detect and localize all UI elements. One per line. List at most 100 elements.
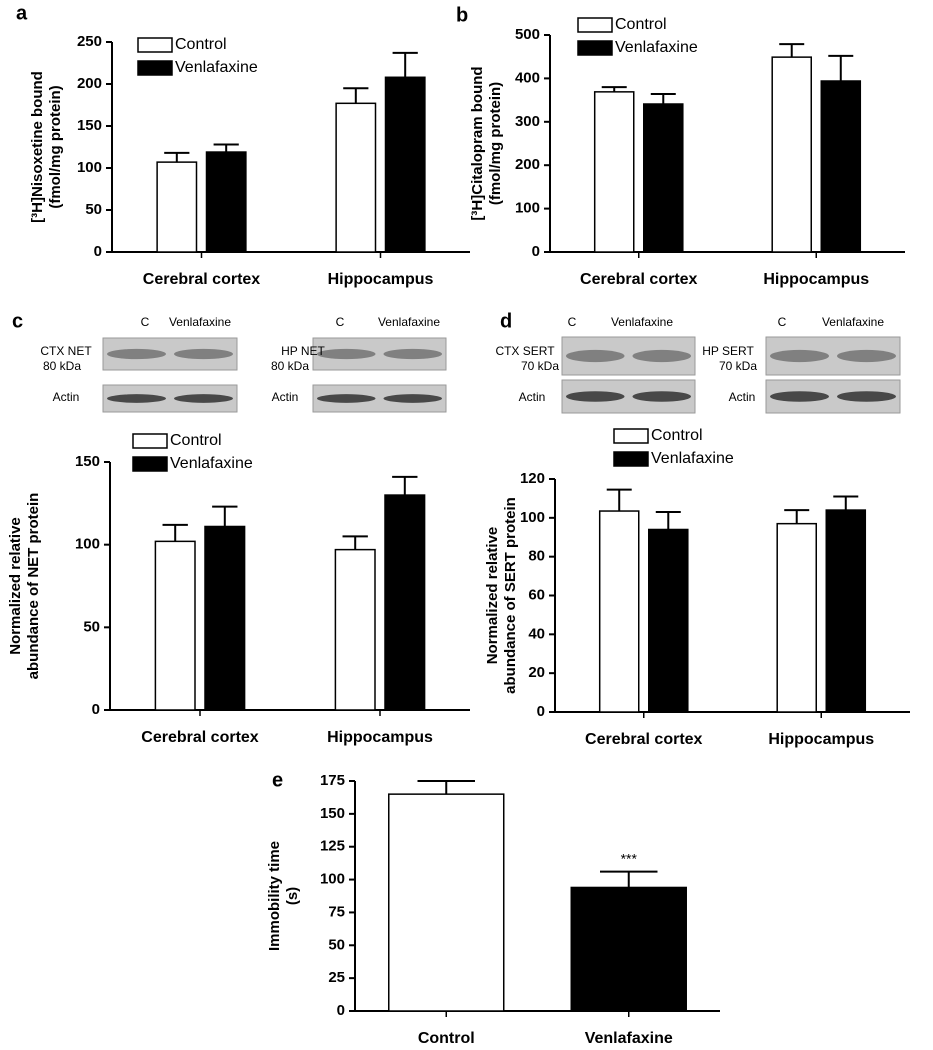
y-tick-label: 200: [515, 156, 540, 173]
error-bar: [392, 475, 418, 496]
protein-label: 70 kDa: [719, 359, 757, 373]
y-axis-label: (s): [284, 887, 301, 905]
y-axis-label: (fmol/mg protein): [487, 82, 504, 205]
y-tick-label: 100: [77, 159, 102, 176]
legend-label: Control: [170, 432, 222, 449]
blot-band: [837, 349, 896, 363]
y-tick-label: 75: [328, 903, 345, 920]
y-axis-label: (fmol/mg protein): [47, 85, 64, 208]
y-tick-label: 0: [92, 701, 100, 718]
panel-label: a: [16, 2, 28, 24]
y-tick-label: 100: [320, 871, 345, 888]
blot-band: [565, 349, 625, 363]
legend-label: Venlafaxine: [170, 455, 253, 472]
y-tick-label: 125: [320, 838, 345, 855]
legend-label: Venlafaxine: [175, 59, 258, 76]
bar: [154, 540, 196, 711]
legend-swatch: [132, 433, 168, 449]
blot-band: [383, 394, 443, 403]
panel-label: b: [456, 4, 468, 26]
y-tick-label: 50: [328, 936, 345, 953]
y-tick-label: 500: [515, 26, 540, 43]
error-bar: [828, 54, 854, 82]
x-tick-label: Hippocampus: [328, 271, 434, 288]
y-tick-label: 175: [320, 772, 345, 789]
loading-label: Actin: [519, 390, 546, 404]
legend-swatch: [137, 60, 173, 76]
blot-image: [102, 337, 238, 371]
y-tick-label: 100: [515, 200, 540, 217]
bar: [820, 80, 862, 253]
legend-label: Control: [175, 36, 227, 53]
error-bar: [600, 870, 658, 888]
error-bar: [162, 523, 188, 542]
x-tick-label: Cerebral cortex: [143, 271, 260, 288]
lane-label: C: [568, 315, 577, 329]
legend-label: Control: [651, 427, 703, 444]
y-tick-label: 100: [75, 536, 100, 553]
y-tick-label: 0: [537, 703, 545, 720]
blot-band: [632, 349, 692, 363]
legend-swatch: [613, 428, 649, 444]
y-tick-label: 0: [94, 243, 102, 260]
legend-swatch: [577, 40, 613, 56]
blot-band: [837, 391, 896, 402]
bar: [570, 886, 687, 1012]
annotation: ***: [621, 850, 638, 866]
error-bar: [213, 143, 239, 153]
bar: [643, 103, 684, 253]
protein-label: CTX NET: [40, 344, 92, 358]
y-tick-label: 50: [85, 201, 102, 218]
legend-swatch: [577, 17, 613, 33]
x-tick-label: Control: [418, 1030, 475, 1047]
legend-swatch: [132, 456, 168, 472]
bar: [205, 151, 247, 253]
error-bar: [650, 93, 676, 105]
blot-band: [107, 394, 166, 403]
y-axis-label: [³H]Citalopram bound: [469, 66, 486, 220]
bar: [648, 528, 689, 713]
x-tick-label: Hippocampus: [327, 729, 433, 746]
legend-label: Venlafaxine: [651, 450, 734, 467]
protein-label: 70 kDa: [521, 359, 559, 373]
error-bar: [342, 535, 368, 550]
error-bar: [601, 86, 627, 92]
x-tick-label: Cerebral cortex: [141, 729, 258, 746]
y-tick-label: 250: [77, 33, 102, 50]
x-tick-label: Cerebral cortex: [580, 271, 697, 288]
bar: [334, 548, 376, 711]
bar: [776, 522, 818, 713]
error-bar: [655, 511, 681, 530]
blot-band: [107, 348, 166, 360]
y-tick-label: 40: [528, 625, 545, 642]
blot-band: [174, 394, 233, 403]
y-tick-label: 400: [515, 69, 540, 86]
y-tick-label: 150: [77, 117, 102, 134]
error-bar: [606, 488, 632, 512]
y-axis-label: abundance of SERT protein: [502, 497, 519, 694]
legend-label: Control: [615, 16, 667, 33]
bar: [384, 494, 426, 711]
y-tick-label: 0: [532, 243, 540, 260]
bar: [598, 510, 640, 713]
loading-label: Actin: [272, 390, 299, 404]
error-bar: [212, 505, 238, 527]
blot-image: [561, 336, 696, 376]
protein-label: 80 kDa: [43, 359, 81, 373]
y-axis-label: Normalized relative: [7, 517, 24, 655]
bar: [825, 509, 867, 713]
y-tick-label: 300: [515, 113, 540, 130]
bar: [335, 102, 377, 253]
bar: [156, 161, 198, 253]
protein-label: 80 kDa: [271, 359, 309, 373]
y-tick-label: 150: [320, 805, 345, 822]
y-tick-label: 80: [528, 548, 545, 565]
panel-label: d: [500, 310, 512, 332]
y-tick-label: 200: [77, 75, 102, 92]
blot-band: [632, 391, 692, 402]
y-tick-label: 50: [83, 618, 100, 635]
protein-label: CTX SERT: [495, 344, 555, 358]
error-bar: [784, 509, 810, 524]
lane-label: C: [141, 315, 150, 329]
